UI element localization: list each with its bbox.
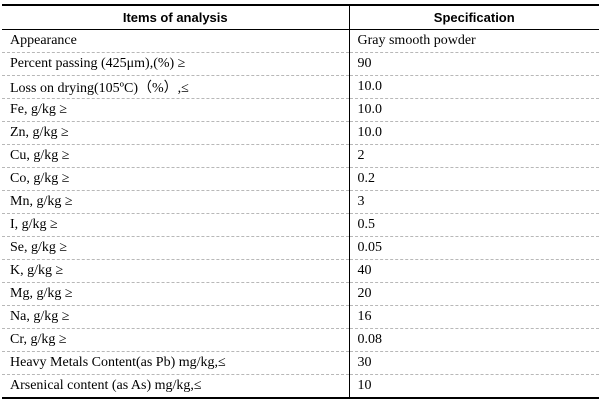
table-row: Na, g/kg ≥16 [2,305,599,329]
header-items-of-analysis: Items of analysis [2,4,350,30]
specification-cell: 0.08 [349,328,599,352]
specification-cell: 30 [349,351,599,375]
table-row: Arsenical content (as As) mg/kg,≤ 10 [2,374,599,399]
specification-cell: 0.05 [349,236,599,260]
specification-cell: 0.2 [349,167,599,191]
specification-cell: 10.0 [349,75,599,99]
analysis-item-cell: Zn, g/kg ≥ [2,121,350,145]
analysis-item-cell: Na, g/kg ≥ [2,305,350,329]
analysis-item-cell: Appearance [2,29,350,53]
specification-cell: 10.0 [349,98,599,122]
specification-cell: 20 [349,282,599,306]
table-row: Zn, g/kg ≥10.0 [2,121,599,145]
analysis-item-cell: Loss on drying(105ºC)（%）,≤ [2,75,350,99]
table-row: Loss on drying(105ºC)（%）,≤ 10.0 [2,75,599,99]
specification-cell: Gray smooth powder [349,29,599,53]
table-row: I, g/kg ≥0.5 [2,213,599,237]
header-row: Items of analysis Specification [2,4,599,30]
table-row: Appearance Gray smooth powder [2,29,599,53]
specification-cell: 3 [349,190,599,214]
analysis-item-cell: Arsenical content (as As) mg/kg,≤ [2,374,350,399]
analysis-item-cell: Heavy Metals Content(as Pb) mg/kg,≤ [2,351,350,375]
table-row: Percent passing (425μm),(%) ≥90 [2,52,599,76]
analysis-item-cell: Percent passing (425μm),(%) ≥ [2,52,350,76]
table-row: Heavy Metals Content(as Pb) mg/kg,≤ 30 [2,351,599,375]
table-row: Mg, g/kg ≥20 [2,282,599,306]
specification-cell: 2 [349,144,599,168]
table-row: K, g/kg ≥40 [2,259,599,283]
specification-cell: 0.5 [349,213,599,237]
table-row: Fe, g/kg ≥10.0 [2,98,599,122]
analysis-item-cell: K, g/kg ≥ [2,259,350,283]
analysis-item-cell: Cr, g/kg ≥ [2,328,350,352]
analysis-item-cell: Mg, g/kg ≥ [2,282,350,306]
specification-cell: 90 [349,52,599,76]
table-row: Se, g/kg ≥0.05 [2,236,599,260]
analysis-item-cell: Fe, g/kg ≥ [2,98,350,122]
table-row: Mn, g/kg ≥3 [2,190,599,214]
table-row: Cr, g/kg ≥0.08 [2,328,599,352]
specification-cell: 16 [349,305,599,329]
analysis-item-cell: I, g/kg ≥ [2,213,350,237]
specification-cell: 40 [349,259,599,283]
header-specification: Specification [349,4,599,30]
specification-cell: 10.0 [349,121,599,145]
analysis-item-cell: Co, g/kg ≥ [2,167,350,191]
specification-cell: 10 [349,374,599,399]
analysis-item-cell: Cu, g/kg ≥ [2,144,350,168]
specification-table: Items of analysis Specification Appearan… [2,4,599,399]
analysis-item-cell: Se, g/kg ≥ [2,236,350,260]
table-body: Appearance Gray smooth powder Percent pass… [2,29,599,399]
analysis-item-cell: Mn, g/kg ≥ [2,190,350,214]
table-row: Co, g/kg ≥0.2 [2,167,599,191]
table-row: Cu, g/kg ≥2 [2,144,599,168]
